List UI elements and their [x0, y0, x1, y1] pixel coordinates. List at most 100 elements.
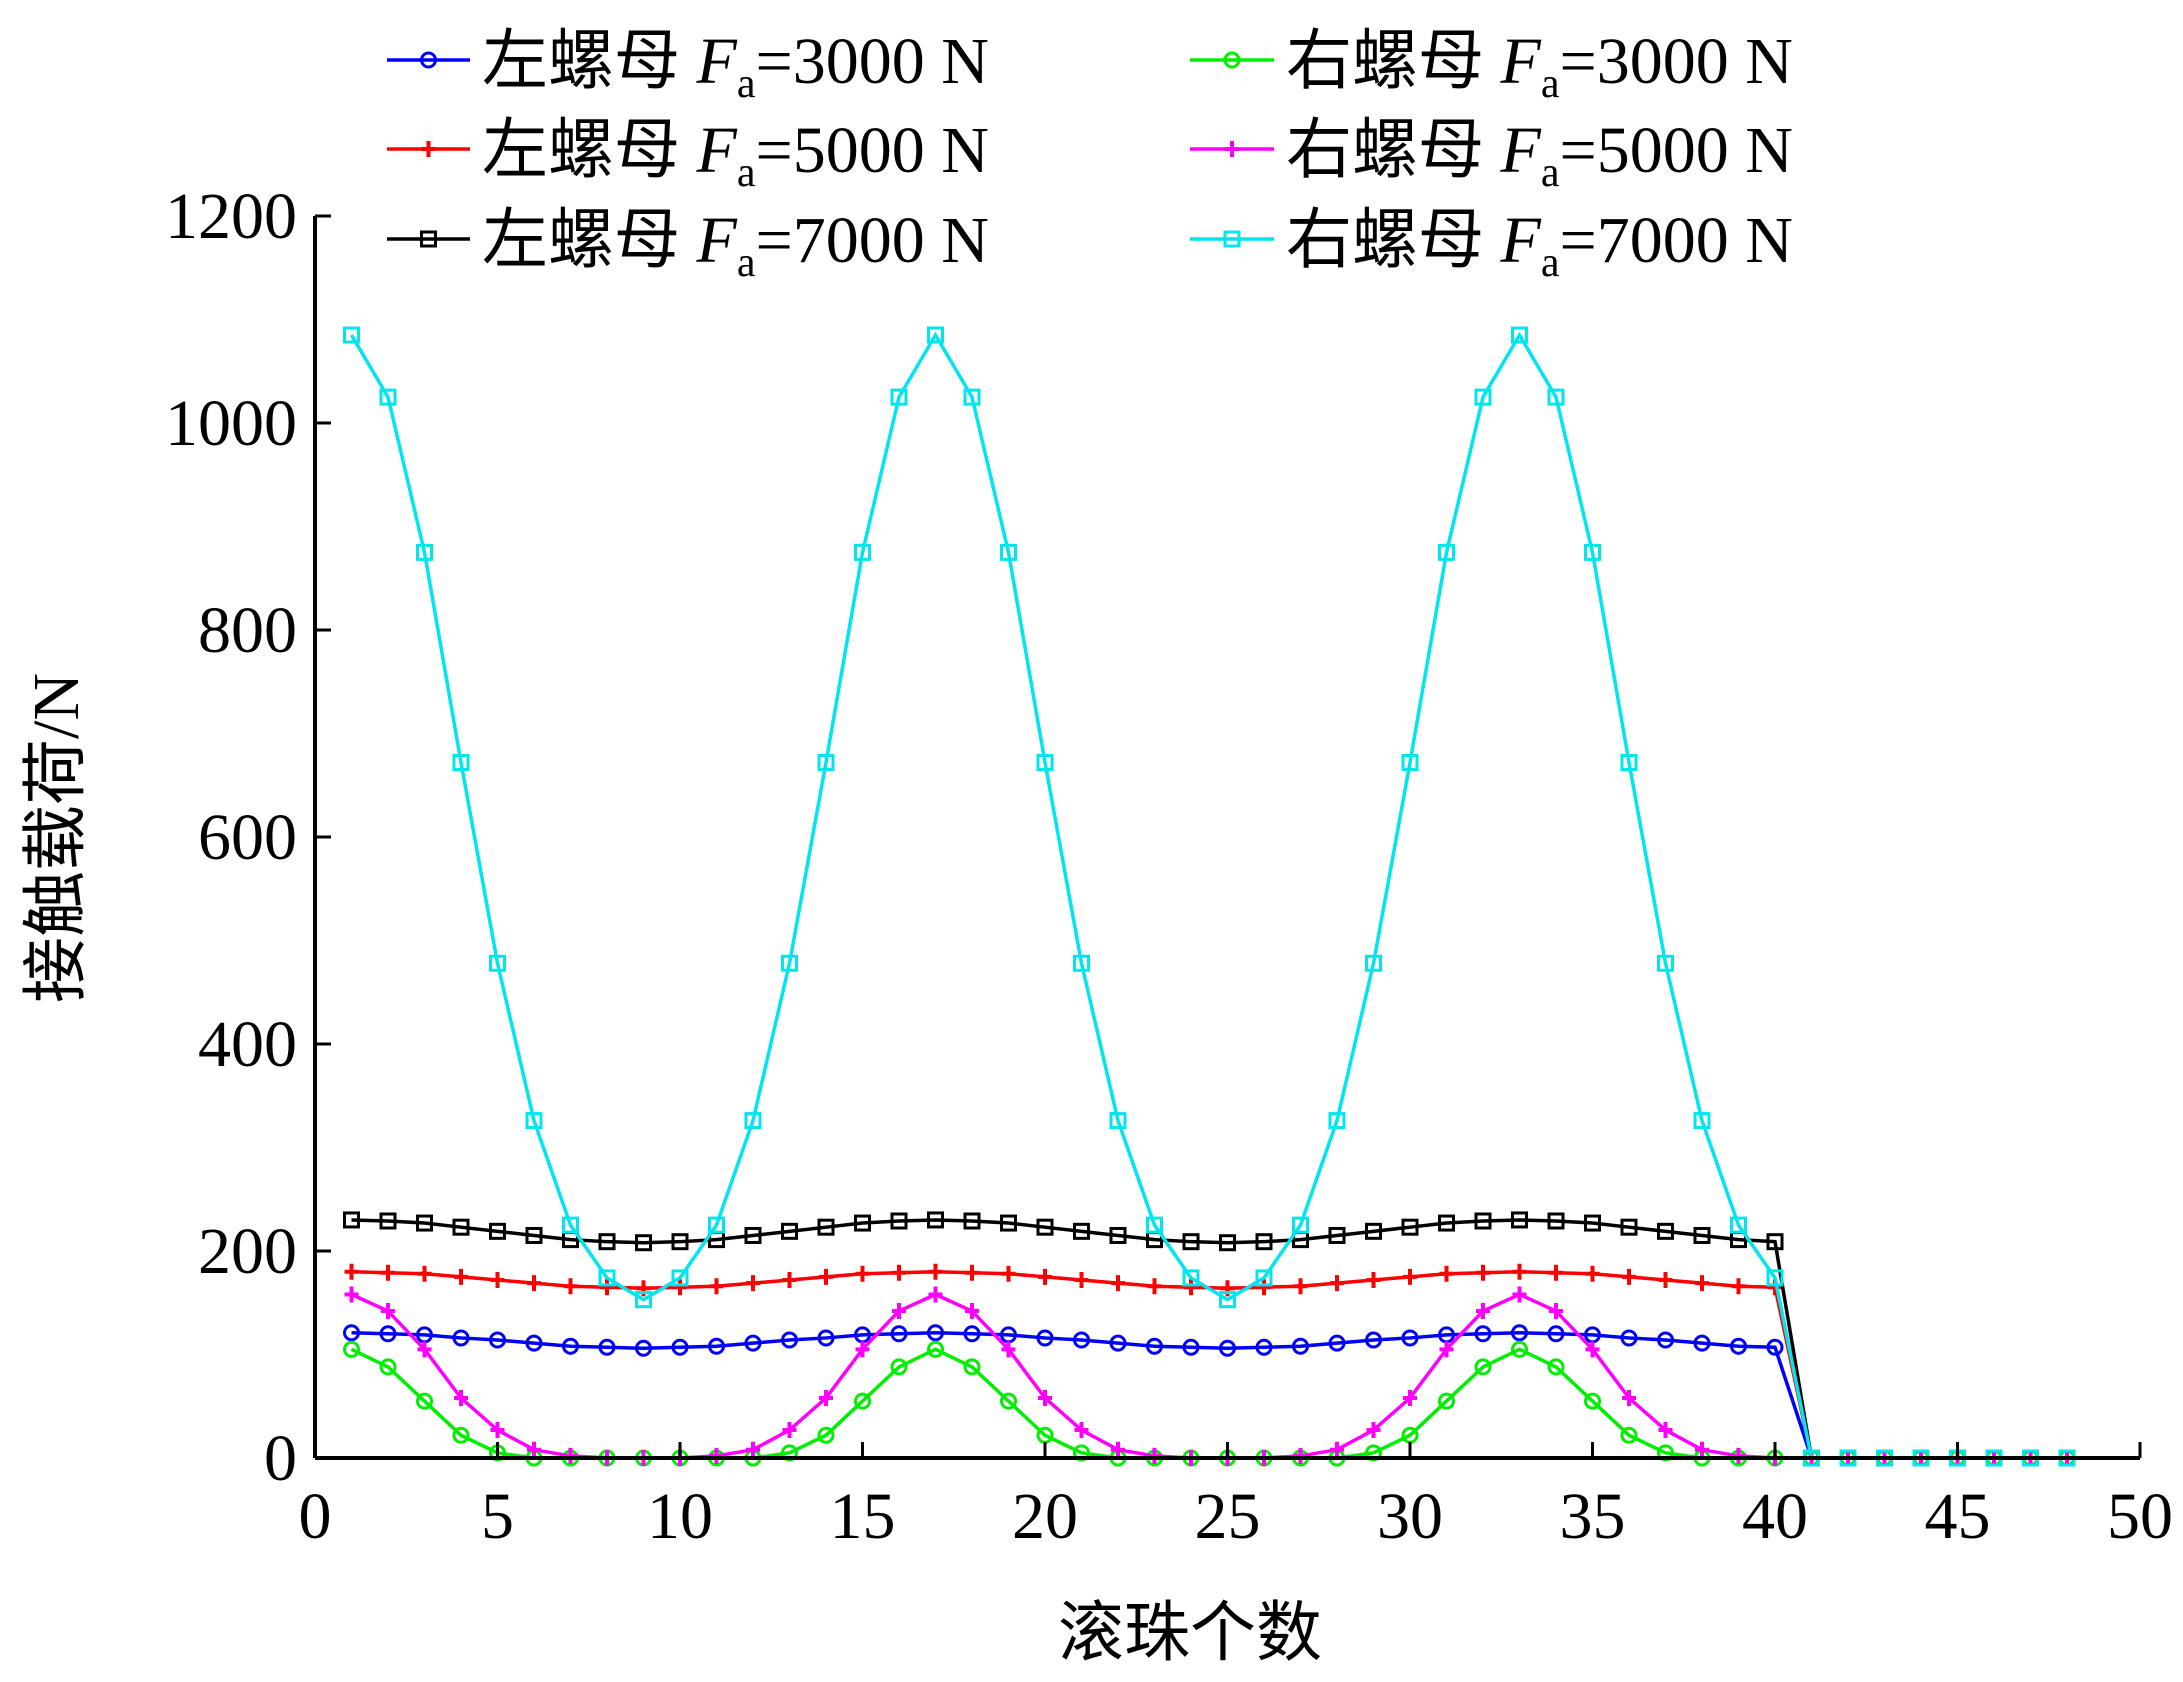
- data-point: [890, 1358, 908, 1376]
- data-point: [1219, 1291, 1236, 1309]
- data-point: [1730, 1216, 1747, 1234]
- data-point: [817, 1218, 835, 1236]
- y-tick-label: 1000: [165, 387, 297, 460]
- data-point: [1403, 1389, 1417, 1406]
- data-point: [1111, 1275, 1125, 1292]
- data-point: [635, 1291, 652, 1309]
- data-point: [379, 1325, 397, 1343]
- data-point: [1111, 1441, 1125, 1458]
- data-point: [1255, 1233, 1273, 1251]
- x-tick-label: 50: [2107, 1480, 2173, 1553]
- data-point: [1365, 1222, 1382, 1240]
- data-point: [854, 543, 871, 561]
- data-point: [1695, 1275, 1709, 1292]
- data-point: [1622, 1268, 1636, 1285]
- data-point: [817, 1329, 835, 1347]
- data-point: [416, 1214, 433, 1232]
- data-point: [1255, 1269, 1273, 1287]
- legend-label: 左螺母 Fa=3000 N: [482, 25, 989, 107]
- data-point: [1001, 1341, 1016, 1358]
- data-point: [1000, 1214, 1017, 1232]
- data-point: [1257, 1279, 1271, 1296]
- data-point: [1511, 1211, 1528, 1229]
- data-point: [1000, 1392, 1017, 1410]
- data-point: [525, 1112, 543, 1130]
- data-point: [928, 1263, 943, 1280]
- data-point: [1657, 1222, 1674, 1240]
- data-point: [1547, 1358, 1565, 1376]
- data-point: [1657, 954, 1674, 972]
- x-tick-label: 5: [481, 1480, 514, 1553]
- data-point: [454, 1389, 468, 1406]
- data-point: [1474, 1212, 1492, 1230]
- series-4: [343, 1340, 2076, 1467]
- data-point: [1328, 1112, 1346, 1130]
- data-point: [1766, 1338, 1784, 1356]
- data-point: [1620, 753, 1638, 771]
- x-tick-label: 15: [830, 1480, 896, 1553]
- data-point: [1146, 1216, 1163, 1234]
- data-point: [892, 1303, 906, 1320]
- data-point: [1620, 1329, 1638, 1347]
- legend-label: 左螺母 Fa=5000 N: [482, 114, 989, 196]
- x-axis-title: 滚珠个数: [1058, 1597, 1322, 1670]
- data-point: [671, 1269, 689, 1287]
- data-point: [890, 1212, 908, 1230]
- x-tick-label: 40: [1742, 1480, 1808, 1553]
- data-point: [1036, 753, 1054, 771]
- data-point: [1695, 1441, 1709, 1458]
- data-point: [781, 1331, 798, 1349]
- data-point: [819, 1268, 833, 1285]
- data-point: [708, 1216, 725, 1234]
- data-point: [563, 1278, 578, 1295]
- data-point: [525, 1334, 543, 1352]
- data-point: [927, 326, 944, 344]
- data-point: [1293, 1278, 1308, 1295]
- data-point: [1182, 1338, 1200, 1356]
- data-point: [1693, 1112, 1711, 1130]
- data-point: [854, 1214, 871, 1232]
- data-point: [1366, 1422, 1381, 1439]
- data-point: [1219, 1234, 1236, 1252]
- data-point: [744, 1226, 762, 1244]
- data-point: [1401, 753, 1419, 771]
- data-point: [1109, 1112, 1127, 1130]
- data-point: [1074, 1422, 1089, 1439]
- data-point: [671, 1233, 689, 1251]
- x-tick-label: 30: [1377, 1480, 1443, 1553]
- series-2: [344, 1263, 2074, 1466]
- data-point: [781, 1222, 798, 1240]
- data-point: [1549, 1264, 1563, 1281]
- data-point: [819, 1389, 833, 1406]
- data-point: [1328, 1334, 1346, 1352]
- legend-marker: [421, 141, 436, 157]
- data-point: [1474, 1358, 1492, 1376]
- data-point: [1693, 1334, 1711, 1352]
- data-point: [1073, 1331, 1090, 1349]
- data-point: [1073, 954, 1090, 972]
- data-point: [927, 1324, 944, 1342]
- data-point: [1511, 1340, 1528, 1358]
- data-point: [1658, 1422, 1673, 1439]
- legend-item-4: 右螺母 Fa=3000 N: [1190, 25, 1793, 107]
- series-1: [343, 1324, 2076, 1467]
- data-point: [709, 1447, 724, 1464]
- data-point: [1366, 1271, 1381, 1288]
- data-point: [708, 1337, 725, 1355]
- data-point: [782, 1271, 797, 1288]
- data-point: [417, 1265, 432, 1282]
- legend-item-6: 右螺母 Fa=7000 N: [1190, 204, 1793, 286]
- data-point: [1292, 1216, 1309, 1234]
- data-point: [1476, 1264, 1490, 1281]
- data-point: [379, 388, 397, 406]
- data-point: [598, 1269, 616, 1287]
- x-tick-label: 10: [647, 1480, 713, 1553]
- data-point: [562, 1337, 579, 1355]
- data-point: [1255, 1338, 1273, 1356]
- data-point: [1403, 1268, 1417, 1285]
- legend-item-3: 左螺母 Fa=7000 N: [387, 204, 989, 286]
- data-point: [489, 1222, 506, 1240]
- data-point: [416, 1392, 433, 1410]
- data-point: [1292, 1337, 1309, 1355]
- legend-marker: [420, 51, 437, 69]
